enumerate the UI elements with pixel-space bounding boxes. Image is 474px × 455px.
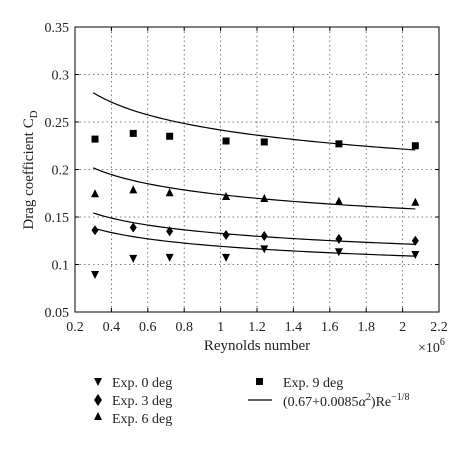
x-tick-label: 1.8 — [357, 320, 375, 335]
x-tick-label: 0.8 — [175, 320, 193, 335]
point-triangle-down — [91, 271, 100, 279]
model-curve-alpha-0 — [93, 227, 416, 257]
point-triangle-down — [165, 253, 174, 262]
legend-item-exp-0-deg: Exp. 0 deg — [94, 376, 172, 391]
legend-model-prefix: (0.67+0.0085 — [283, 395, 359, 410]
legend-model-mid: )Re — [371, 395, 391, 410]
point-diamond — [260, 231, 268, 241]
x-tick-label: 2 — [399, 320, 406, 335]
point-triangle-up — [334, 196, 343, 205]
legend-model-alpha: α — [359, 395, 367, 410]
x-tick-label: 1.2 — [248, 320, 266, 335]
model-curve-alpha-6 — [92, 167, 416, 210]
legend: Exp. 0 deg Exp. 3 deg Exp. 6 deg Exp. 9 … — [94, 376, 410, 427]
point-square — [91, 135, 99, 143]
svg-text:Drag coefficient CD: Drag coefficient CD — [21, 110, 40, 229]
model-curves — [92, 92, 416, 257]
point-triangle-down — [334, 248, 343, 257]
y-tick-label: 0.2 — [52, 164, 70, 179]
legend-marker-triangle-up — [94, 412, 102, 420]
point-triangle-up — [222, 192, 231, 201]
y-tick-label: 0.1 — [52, 259, 70, 274]
legend-item-exp-3-deg: Exp. 3 deg — [94, 394, 172, 409]
point-square — [411, 142, 419, 150]
point-diamond — [411, 235, 419, 246]
x-axis-exponent: ×106 — [418, 337, 445, 356]
x-tick-label: 1 — [217, 320, 224, 335]
legend-label: Exp. 9 deg — [283, 376, 343, 391]
svg-text:(0.67+0.0085α2)Re−1/8: (0.67+0.0085α2)Re−1/8 — [283, 392, 410, 410]
model-curve-alpha-9 — [92, 92, 416, 151]
legend-item-model-curve: (0.67+0.0085α2)Re−1/8 — [248, 392, 410, 410]
legend-label: Exp. 6 deg — [112, 412, 172, 427]
x-tick-label: 1.4 — [285, 320, 303, 335]
svg-text:×106: ×106 — [418, 337, 445, 356]
legend-item-exp-6-deg: Exp. 6 deg — [94, 412, 172, 427]
legend-model-re-power: −1/8 — [391, 392, 409, 403]
x-tick-label: 1.6 — [321, 320, 339, 335]
legend-marker-square — [256, 378, 263, 385]
point-square — [166, 132, 174, 140]
point-diamond — [222, 230, 230, 241]
y-axis-label: Drag coefficient CD — [21, 110, 40, 229]
x-tick-label: 0.6 — [139, 320, 157, 335]
point-square — [222, 137, 230, 145]
y-tick-label: 0.35 — [45, 21, 70, 36]
point-triangle-down — [129, 254, 138, 263]
x-tick-label: 2.2 — [430, 320, 448, 335]
point-triangle-up — [165, 188, 174, 197]
point-triangle-up — [260, 193, 269, 202]
point-diamond — [166, 226, 174, 237]
x-exponent-power: 6 — [440, 337, 445, 348]
point-square — [260, 138, 268, 146]
axis-ticks: 0.2 0.4 0.6 0.8 1 1.2 1.4 1.6 1.8 2 2.2 0.05 0.1 0.15… — [45, 21, 448, 335]
point-diamond — [335, 233, 343, 244]
point-square — [335, 140, 343, 148]
legend-marker-triangle-down — [94, 378, 102, 386]
point-triangle-down — [260, 245, 269, 254]
y-tick-label: 0.05 — [45, 306, 70, 321]
model-curve-alpha-3 — [93, 212, 416, 245]
x-axis-label: Reynolds number — [204, 338, 310, 354]
point-triangle-up — [129, 185, 138, 194]
x-exponent-base: ×10 — [418, 341, 440, 356]
legend-item-exp-9-deg: Exp. 9 deg — [256, 376, 343, 391]
legend-label: Exp. 3 deg — [112, 394, 172, 409]
y-tick-label: 0.15 — [45, 211, 70, 226]
legend-label: Exp. 0 deg — [112, 376, 172, 391]
data-points — [91, 129, 420, 279]
point-triangle-up — [411, 197, 420, 206]
point-triangle-down — [411, 251, 420, 260]
point-triangle-up — [91, 189, 100, 198]
point-diamond — [91, 225, 99, 236]
legend-model-alpha-power: 2 — [366, 392, 371, 403]
y-axis-label-main: Drag coefficient C — [21, 118, 37, 229]
y-axis-label-sub: D — [28, 110, 40, 118]
grid — [75, 27, 439, 312]
y-tick-label: 0.3 — [52, 69, 70, 84]
x-tick-label: 0.4 — [103, 320, 121, 335]
x-tick-label: 0.2 — [66, 320, 84, 335]
legend-marker-diamond — [94, 394, 102, 406]
point-triangle-down — [222, 253, 231, 262]
point-diamond — [129, 222, 137, 233]
point-square — [129, 129, 137, 137]
y-tick-label: 0.25 — [45, 116, 70, 131]
